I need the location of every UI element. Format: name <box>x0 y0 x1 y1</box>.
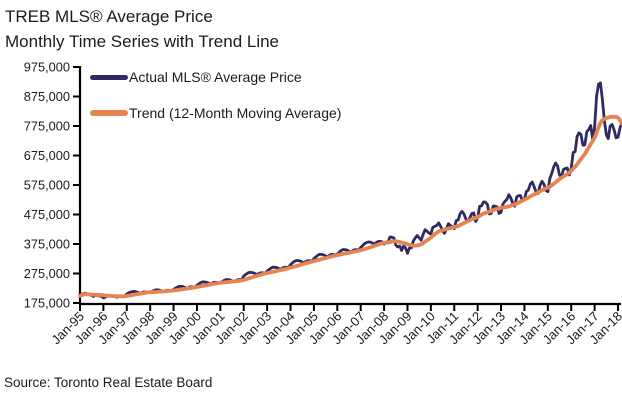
actual-price-line-swatch <box>90 74 128 80</box>
trend-line-swatch <box>90 110 128 116</box>
legend-item-actual-price: Actual MLS® Average Price <box>90 66 341 88</box>
chart-title-line2: Monthly Time Series with Trend Line <box>5 32 280 51</box>
legend-item-trend: Trend (12-Month Moving Average) <box>90 102 341 124</box>
chart-legend: Actual MLS® Average Price Trend (12-Mont… <box>90 66 341 138</box>
y-tick-label: 775,000 <box>24 119 70 134</box>
y-tick-label: 675,000 <box>24 148 70 163</box>
y-tick-label: 475,000 <box>24 207 70 222</box>
y-tick-label: 975,000 <box>24 60 70 75</box>
y-tick-label: 275,000 <box>24 266 70 281</box>
y-tick-label: 175,000 <box>24 296 70 311</box>
y-axis: 175,000 275,000 375,000 475,000 575,000 675,0… <box>24 60 80 311</box>
chart-title: TREB MLS® Average Price Monthly Time Ser… <box>5 4 279 54</box>
y-tick-label: 375,000 <box>24 237 70 252</box>
chart-title-line1: TREB MLS® Average Price <box>5 7 213 26</box>
legend-label-actual-price: Actual MLS® Average Price <box>129 69 302 85</box>
y-tick-label: 575,000 <box>24 178 70 193</box>
y-tick-label: 875,000 <box>24 89 70 104</box>
source-note: Source: Toronto Real Estate Board <box>4 375 213 390</box>
legend-label-trend: Trend (12-Month Moving Average) <box>129 105 342 121</box>
trend-line <box>78 114 622 299</box>
x-axis: Jan-95Jan-96Jan-97Jan-98Jan-99Jan-00Jan-… <box>48 304 622 347</box>
